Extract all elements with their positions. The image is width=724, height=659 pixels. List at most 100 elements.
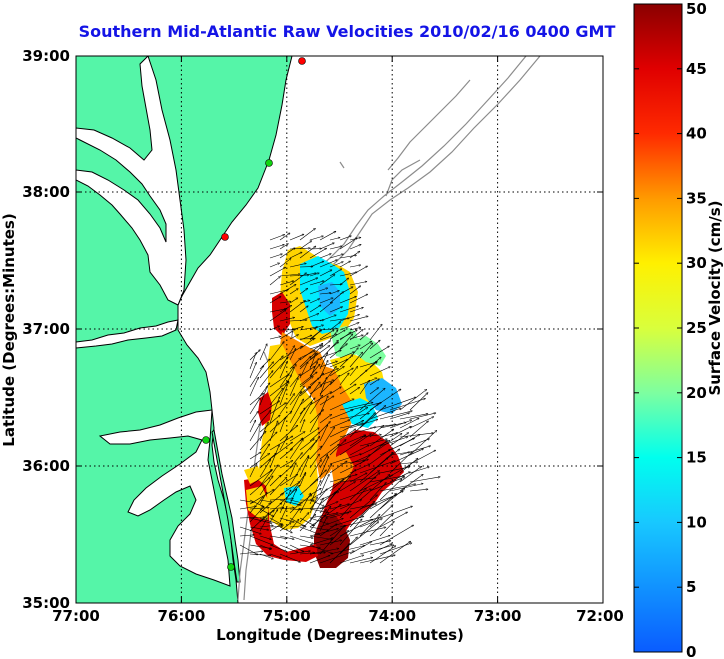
velocity-arrow [259, 386, 268, 406]
velocity-arrow [289, 348, 297, 361]
velocity-arrow [309, 353, 316, 370]
velocity-arrow [329, 291, 340, 295]
velocity-arrow [309, 395, 323, 415]
velocity-arrow [289, 519, 299, 532]
velocity-arrow [309, 529, 339, 537]
velocity-arrow [359, 380, 370, 395]
velocity-arrow [269, 477, 287, 496]
velocity-arrow [249, 420, 256, 433]
velocity-arrow [259, 508, 274, 517]
velocity-arrow [289, 499, 303, 503]
velocity-arrow [249, 526, 269, 530]
velocity-arrow [329, 284, 343, 285]
velocity-arrow [349, 387, 360, 395]
velocity-arrow [319, 230, 336, 241]
velocity-arrow [289, 551, 311, 555]
velocity-arrow [249, 398, 261, 415]
colorbar [633, 3, 683, 653]
velocity-arrow [409, 477, 440, 483]
x-tick-label: 77:00 [52, 607, 100, 625]
x-tick-label: 75:00 [263, 607, 311, 625]
colorbar-tick-label: 45 [686, 60, 707, 78]
velocity-arrow [279, 243, 289, 250]
station-markers [202, 57, 306, 571]
velocity-arrow [289, 468, 301, 487]
velocity-arrow [319, 269, 332, 277]
velocity-arrow [289, 431, 305, 442]
velocity-arrow [239, 526, 262, 534]
velocity-arrow [299, 228, 316, 241]
velocity-arrow [389, 452, 412, 474]
velocity-arrow [399, 414, 428, 420]
velocity-arrow [349, 329, 363, 341]
velocity-arrow [249, 377, 259, 397]
velocity-arrow [339, 434, 372, 456]
velocity-arrow [319, 551, 355, 564]
velocity-arrow [269, 517, 284, 526]
velocity-arrow [299, 335, 312, 341]
velocity-arrow [329, 476, 351, 501]
velocity-arrow [309, 470, 327, 487]
velocity-arrow [269, 374, 289, 388]
velocity-arrow [269, 296, 281, 304]
velocity-arrow [239, 551, 263, 555]
velocity-arrow [319, 464, 333, 487]
velocity-arrow [359, 333, 368, 341]
velocity-arrow [409, 467, 430, 474]
velocity-arrow [339, 236, 352, 241]
station-marker-4 [202, 436, 210, 444]
velocity-arrow [319, 517, 328, 532]
velocity-arrow [389, 413, 410, 420]
velocity-arrow [259, 444, 270, 460]
velocity-arrow [249, 365, 265, 388]
velocity-arrow [399, 462, 418, 465]
velocity-arrow [319, 340, 339, 361]
y-tick-label: 37:00 [22, 320, 70, 338]
velocity-arrow [299, 343, 323, 361]
velocity-arrow [309, 281, 324, 286]
velocity-arrow [339, 272, 357, 277]
velocity-arrow [299, 362, 309, 379]
velocity-arrow [289, 320, 307, 322]
velocity-arrow [289, 263, 306, 268]
velocity-arrow [399, 466, 422, 483]
velocity-arrow [369, 476, 405, 483]
velocity-arrow [279, 522, 291, 532]
velocity-arrow [269, 276, 281, 286]
velocity-arrow [319, 454, 329, 469]
velocity-arrow [309, 454, 320, 469]
x-tick-label: 73:00 [474, 607, 522, 625]
velocity-arrow [329, 420, 350, 429]
velocity-arrow [349, 370, 367, 386]
velocity-arrow [279, 281, 294, 286]
velocity-arrow [289, 374, 301, 388]
velocity-arrow [339, 458, 369, 474]
velocity-arrow [259, 469, 272, 487]
y-tick-label: 35:00 [22, 594, 70, 612]
velocity-arrow [349, 251, 360, 259]
velocity-arrow [239, 517, 265, 518]
velocity-arrow [329, 292, 344, 304]
velocity-arrow [339, 255, 357, 259]
velocity-arrow [239, 506, 257, 510]
velocity-arrow [409, 416, 434, 429]
velocity-arrow [389, 426, 412, 438]
velocity-arrow [319, 302, 333, 313]
velocity-arrow [289, 452, 303, 469]
velocity-arrow [349, 316, 368, 322]
velocity-arrow [309, 236, 324, 241]
velocity-arrow [289, 234, 304, 241]
velocity-arrow [269, 508, 284, 510]
velocity-arrow [299, 246, 316, 259]
velocity-arrow [259, 553, 274, 559]
velocity-arrow [339, 519, 362, 546]
colorbar-tick-label: 0 [686, 643, 696, 659]
velocity-arrow [269, 263, 280, 268]
colorbar-tick-label: 40 [686, 125, 707, 143]
velocity-arrow [389, 433, 409, 447]
velocity-arrow [279, 460, 293, 469]
velocity-arrow [299, 241, 312, 250]
velocity-arrow [289, 378, 298, 397]
velocity-arrow [329, 307, 343, 313]
velocity-arrow [349, 471, 380, 492]
